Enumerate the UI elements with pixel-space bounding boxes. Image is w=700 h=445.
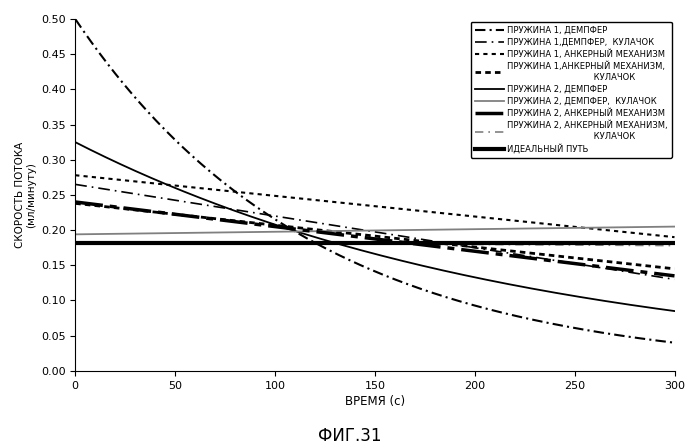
ПРУЖИНА 1, АНКЕРНЫЙ МЕХАНИЗМ bbox=[71, 173, 79, 178]
ИДЕАЛЬНЫЙ ПУТЬ bbox=[671, 240, 679, 246]
Line: ПРУЖИНА 2, ДЕМПФЕР: ПРУЖИНА 2, ДЕМПФЕР bbox=[75, 142, 675, 311]
ПРУЖИНА 1,АНКЕРНЫЙ МЕХАНИЗМ,
                                 КУЛАЧОК bbox=[225, 218, 234, 223]
ПРУЖИНА 2, ДЕМПФЕР bbox=[177, 188, 186, 193]
Y-axis label: СКОРОСТЬ ПОТОКА
(мл/минуту): СКОРОСТЬ ПОТОКА (мл/минуту) bbox=[15, 142, 36, 248]
ПРУЖИНА 1, ДЕМПФЕР bbox=[225, 184, 234, 190]
ПРУЖИНА 2, АНКЕРНЫЙ МЕХАНИЗМ,
                                 КУЛАЧОК bbox=[522, 242, 531, 247]
ПРУЖИНА 1,АНКЕРНЫЙ МЕХАНИЗМ,
                                 КУЛАЧОК bbox=[177, 212, 186, 218]
ПРУЖИНА 2, АНКЕРНЫЙ МЕХАНИЗМ bbox=[471, 249, 480, 254]
ПРУЖИНА 1, ДЕМПФЕР bbox=[71, 16, 79, 22]
ПРУЖИНА 1, ДЕМПФЕР bbox=[522, 316, 531, 321]
Line: ПРУЖИНА 1,АНКЕРНЫЙ МЕХАНИЗМ,
                                 КУЛАЧОК: ПРУЖИНА 1,АНКЕРНЫЙ МЕХАНИЗМ, КУЛАЧОК bbox=[75, 203, 675, 269]
ПРУЖИНА 1,ДЕМПФЕР,  КУЛАЧОК bbox=[471, 245, 480, 251]
Line: ПРУЖИНА 2, АНКЕРНЫЙ МЕХАНИЗМ,
                                 КУЛАЧОК: ПРУЖИНА 2, АНКЕРНЫЙ МЕХАНИЗМ, КУЛАЧОК bbox=[75, 242, 675, 246]
ПРУЖИНА 1, ДЕМПФЕР bbox=[424, 289, 433, 294]
ПРУЖИНА 2, АНКЕРНЫЙ МЕХАНИЗМ,
                                 КУЛАЧОК bbox=[671, 243, 679, 248]
ПРУЖИНА 1, ДЕМПФЕР bbox=[671, 340, 679, 345]
Text: ФИГ.31: ФИГ.31 bbox=[318, 427, 382, 445]
ИДЕАЛЬНЫЙ ПУТЬ bbox=[471, 240, 480, 246]
ПРУЖИНА 2, АНКЕРНЫЙ МЕХАНИЗМ,
                                 КУЛАЧОК bbox=[225, 240, 234, 246]
ПРУЖИНА 1,ДЕМПФЕР,  КУЛАЧОК bbox=[342, 225, 351, 230]
ПРУЖИНА 1,ДЕМПФЕР,  КУЛАЧОК bbox=[177, 198, 186, 204]
ПРУЖИНА 2, ДЕМПФЕР,  КУЛАЧОК bbox=[671, 224, 679, 229]
ПРУЖИНА 2, ДЕМПФЕР bbox=[424, 264, 433, 270]
ПРУЖИНА 2, ДЕМПФЕР bbox=[225, 206, 234, 211]
ПРУЖИНА 2, АНКЕРНЫЙ МЕХАНИЗМ bbox=[522, 255, 531, 260]
ПРУЖИНА 2, ДЕМПФЕР,  КУЛАЧОК bbox=[471, 227, 480, 232]
ПРУЖИНА 1, АНКЕРНЫЙ МЕХАНИЗМ bbox=[177, 183, 186, 189]
ПРУЖИНА 2, ДЕМПФЕР bbox=[71, 139, 79, 145]
ПРУЖИНА 2, ДЕМПФЕР,  КУЛАЧОК bbox=[177, 231, 186, 236]
ИДЕАЛЬНЫЙ ПУТЬ bbox=[71, 240, 79, 246]
ПРУЖИНА 2, ДЕМПФЕР bbox=[671, 308, 679, 314]
ПРУЖИНА 2, АНКЕРНЫЙ МЕХАНИЗМ,
                                 КУЛАЧОК bbox=[177, 240, 186, 245]
ПРУЖИНА 1, АНКЕРНЫЙ МЕХАНИЗМ bbox=[225, 189, 234, 194]
ПРУЖИНА 1, АНКЕРНЫЙ МЕХАНИЗМ bbox=[471, 214, 480, 219]
ИДЕАЛЬНЫЙ ПУТЬ bbox=[177, 240, 186, 246]
Line: ПРУЖИНА 2, ДЕМПФЕР,  КУЛАЧОК: ПРУЖИНА 2, ДЕМПФЕР, КУЛАЧОК bbox=[75, 227, 675, 235]
ПРУЖИНА 2, АНКЕРНЫЙ МЕХАНИЗМ,
                                 КУЛАЧОК bbox=[71, 239, 79, 245]
ПРУЖИНА 1, ДЕМПФЕР bbox=[471, 303, 480, 308]
ПРУЖИНА 2, ДЕМПФЕР bbox=[342, 243, 351, 249]
ПРУЖИНА 2, АНКЕРНЫЙ МЕХАНИЗМ,
                                 КУЛАЧОК bbox=[424, 242, 433, 247]
ПРУЖИНА 1, АНКЕРНЫЙ МЕХАНИЗМ bbox=[424, 209, 433, 214]
ПРУЖИНА 2, АНКЕРНЫЙ МЕХАНИЗМ,
                                 КУЛАЧОК bbox=[471, 242, 480, 247]
ИДЕАЛЬНЫЙ ПУТЬ bbox=[424, 240, 433, 246]
ПРУЖИНА 2, ДЕМПФЕР,  КУЛАЧОК bbox=[225, 230, 234, 235]
X-axis label: ВРЕМЯ (с): ВРЕМЯ (с) bbox=[345, 395, 405, 408]
ПРУЖИНА 1, ДЕМПФЕР bbox=[342, 256, 351, 261]
ПРУЖИНА 2, АНКЕРНЫЙ МЕХАНИЗМ bbox=[342, 233, 351, 238]
ПРУЖИНА 2, АНКЕРНЫЙ МЕХАНИЗМ bbox=[671, 273, 679, 279]
ПРУЖИНА 1, АНКЕРНЫЙ МЕХАНИЗМ bbox=[671, 235, 679, 240]
ПРУЖИНА 1,ДЕМПФЕР,  КУЛАЧОК bbox=[522, 253, 531, 259]
ПРУЖИНА 2, АНКЕРНЫЙ МЕХАНИЗМ,
                                 КУЛАЧОК bbox=[342, 241, 351, 247]
Line: ПРУЖИНА 1, АНКЕРНЫЙ МЕХАНИЗМ: ПРУЖИНА 1, АНКЕРНЫЙ МЕХАНИЗМ bbox=[75, 175, 675, 237]
ПРУЖИНА 2, ДЕМПФЕР bbox=[471, 275, 480, 280]
ИДЕАЛЬНЫЙ ПУТЬ bbox=[225, 240, 234, 246]
ПРУЖИНА 1,АНКЕРНЫЙ МЕХАНИЗМ,
                                 КУЛАЧОК bbox=[471, 244, 480, 250]
ПРУЖИНА 2, ДЕМПФЕР,  КУЛАЧОК bbox=[424, 227, 433, 232]
ПРУЖИНА 1,ДЕМПФЕР,  КУЛАЧОК bbox=[71, 182, 79, 187]
Line: ПРУЖИНА 2, АНКЕРНЫЙ МЕХАНИЗМ: ПРУЖИНА 2, АНКЕРНЫЙ МЕХАНИЗМ bbox=[75, 202, 675, 276]
ПРУЖИНА 1,ДЕМПФЕР,  КУЛАЧОК bbox=[671, 277, 679, 282]
Legend: ПРУЖИНА 1, ДЕМПФЕР, ПРУЖИНА 1,ДЕМПФЕР,  КУЛАЧОК, ПРУЖИНА 1, АНКЕРНЫЙ МЕХАНИЗМ, П: ПРУЖИНА 1, ДЕМПФЕР, ПРУЖИНА 1,ДЕМПФЕР, К… bbox=[470, 21, 672, 158]
Line: ПРУЖИНА 1,ДЕМПФЕР,  КУЛАЧОК: ПРУЖИНА 1,ДЕМПФЕР, КУЛАЧОК bbox=[75, 184, 675, 279]
ПРУЖИНА 1,ДЕМПФЕР,  КУЛАЧОК bbox=[225, 206, 234, 211]
ПРУЖИНА 1,ДЕМПФЕР,  КУЛАЧОК bbox=[424, 238, 433, 243]
ИДЕАЛЬНЫЙ ПУТЬ bbox=[522, 240, 531, 246]
ПРУЖИНА 2, АНКЕРНЫЙ МЕХАНИЗМ bbox=[424, 243, 433, 248]
ИДЕАЛЬНЫЙ ПУТЬ bbox=[342, 240, 351, 246]
ПРУЖИНА 2, АНКЕРНЫЙ МЕХАНИЗМ bbox=[71, 199, 79, 205]
ПРУЖИНА 2, ДЕМПФЕР bbox=[522, 285, 531, 290]
ПРУЖИНА 1, АНКЕРНЫЙ МЕХАНИЗМ bbox=[522, 219, 531, 225]
ПРУЖИНА 1,АНКЕРНЫЙ МЕХАНИЗМ,
                                 КУЛАЧОК bbox=[671, 266, 679, 271]
ПРУЖИНА 1,АНКЕРНЫЙ МЕХАНИЗМ,
                                 КУЛАЧОК bbox=[71, 201, 79, 206]
ПРУЖИНА 2, ДЕМПФЕР,  КУЛАЧОК bbox=[522, 226, 531, 231]
ПРУЖИНА 2, ДЕМПФЕР,  КУЛАЧОК bbox=[71, 232, 79, 237]
ПРУЖИНА 2, АНКЕРНЫЙ МЕХАНИЗМ bbox=[225, 218, 234, 224]
ПРУЖИНА 2, АНКЕРНЫЙ МЕХАНИЗМ bbox=[177, 212, 186, 218]
ПРУЖИНА 1, ДЕМПФЕР bbox=[177, 143, 186, 149]
ПРУЖИНА 1,АНКЕРНЫЙ МЕХАНИЗМ,
                                 КУЛАЧОК bbox=[342, 231, 351, 236]
ПРУЖИНА 1,АНКЕРНЫЙ МЕХАНИЗМ,
                                 КУЛАЧОК bbox=[424, 239, 433, 245]
ПРУЖИНА 2, ДЕМПФЕР,  КУЛАЧОК bbox=[342, 228, 351, 234]
ПРУЖИНА 1, АНКЕРНЫЙ МЕХАНИЗМ bbox=[342, 201, 351, 206]
Line: ПРУЖИНА 1, ДЕМПФЕР: ПРУЖИНА 1, ДЕМПФЕР bbox=[75, 19, 675, 343]
ПРУЖИНА 1,АНКЕРНЫЙ МЕХАНИЗМ,
                                 КУЛАЧОК bbox=[522, 250, 531, 255]
